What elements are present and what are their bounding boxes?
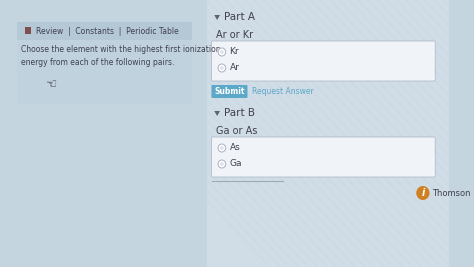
Text: ☜: ☜ xyxy=(46,78,57,91)
Circle shape xyxy=(220,50,224,54)
FancyBboxPatch shape xyxy=(207,0,449,267)
Text: Thomson: Thomson xyxy=(432,189,471,198)
FancyBboxPatch shape xyxy=(17,22,192,40)
Text: Ar or Kr: Ar or Kr xyxy=(216,30,253,40)
Circle shape xyxy=(218,64,226,72)
Text: i: i xyxy=(421,188,425,198)
Text: Review  |  Constants  |  Periodic Table: Review | Constants | Periodic Table xyxy=(36,28,179,37)
Polygon shape xyxy=(214,15,220,20)
Bar xyxy=(25,27,31,34)
FancyBboxPatch shape xyxy=(211,85,247,98)
Circle shape xyxy=(218,160,226,168)
FancyBboxPatch shape xyxy=(211,137,435,177)
Text: Kr: Kr xyxy=(229,48,239,57)
Text: Part A: Part A xyxy=(224,12,255,22)
Circle shape xyxy=(218,144,226,152)
Text: Part B: Part B xyxy=(224,108,255,118)
Circle shape xyxy=(218,48,226,56)
Text: Choose the element with the highest first ionization
energy from each of the fol: Choose the element with the highest firs… xyxy=(21,45,220,67)
Text: As: As xyxy=(229,143,240,152)
Text: Ga: Ga xyxy=(229,159,242,168)
Text: Ga or As: Ga or As xyxy=(216,126,257,136)
Polygon shape xyxy=(214,111,220,116)
Text: Submit: Submit xyxy=(214,87,245,96)
Text: Request Answer: Request Answer xyxy=(252,87,314,96)
FancyBboxPatch shape xyxy=(211,41,435,81)
FancyBboxPatch shape xyxy=(17,40,192,104)
Text: Ar: Ar xyxy=(229,64,239,73)
Circle shape xyxy=(220,66,224,70)
Circle shape xyxy=(220,162,224,166)
Circle shape xyxy=(416,186,429,200)
Circle shape xyxy=(220,146,224,150)
